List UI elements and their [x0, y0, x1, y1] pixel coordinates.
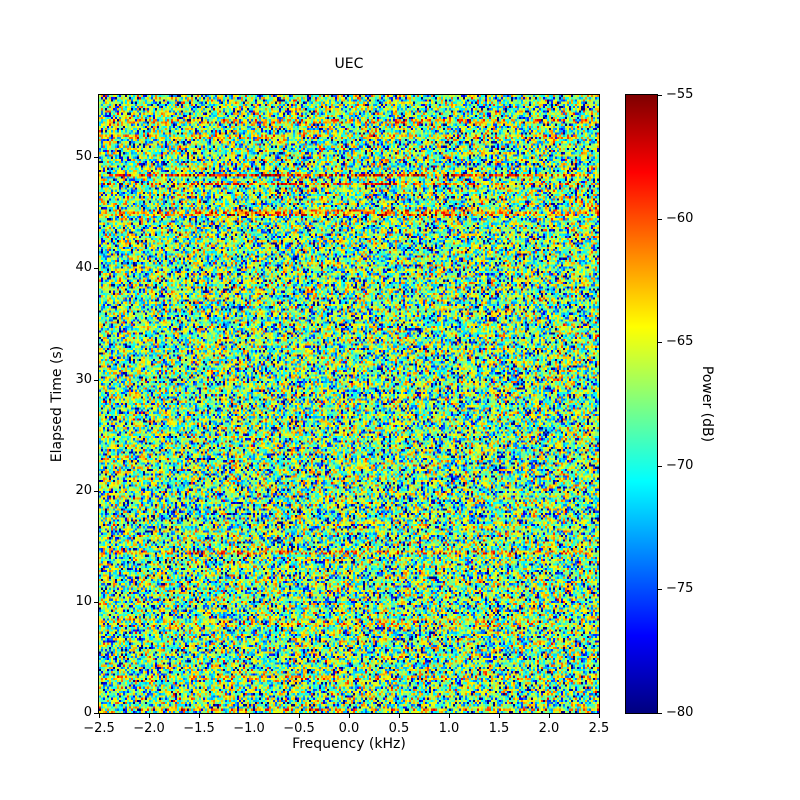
colorbar-tick-label: −60	[666, 211, 694, 226]
x-tick	[549, 714, 550, 718]
x-tick	[299, 714, 300, 718]
colorbar-tick-label: −75	[666, 581, 694, 596]
x-tick-label: −2.5	[83, 721, 115, 736]
x-tick	[399, 714, 400, 718]
x-tick-label: −1.5	[183, 721, 215, 736]
plot-area	[98, 94, 600, 714]
x-tick	[99, 714, 100, 718]
y-tick	[94, 713, 98, 714]
spectrogram-canvas	[99, 95, 599, 713]
x-tick	[199, 714, 200, 718]
y-tick-label: 40	[75, 260, 92, 275]
x-tick-label: 1.5	[488, 721, 510, 736]
y-tick	[94, 157, 98, 158]
y-tick-label: 0	[83, 705, 92, 720]
colorbar-gradient	[626, 95, 657, 713]
x-tick	[499, 714, 500, 718]
x-tick-label: −0.5	[283, 721, 315, 736]
chart-title: UEC	[334, 56, 364, 72]
y-tick-label: 30	[75, 372, 92, 387]
colorbar-tick	[658, 95, 662, 96]
x-tick	[249, 714, 250, 718]
y-tick-label: 10	[75, 594, 92, 609]
x-tick-label: −1.0	[233, 721, 265, 736]
colorbar-tick	[658, 589, 662, 590]
y-tick-label: 50	[75, 149, 92, 164]
y-tick	[94, 380, 98, 381]
y-tick-label: 20	[75, 483, 92, 498]
x-axis-label: Frequency (kHz)	[292, 736, 406, 752]
x-tick	[149, 714, 150, 718]
x-tick-label: 0.5	[388, 721, 410, 736]
colorbar-tick-label: −65	[666, 334, 694, 349]
colorbar-tick	[658, 342, 662, 343]
y-tick	[94, 268, 98, 269]
colorbar-label: Power (dB)	[699, 365, 715, 443]
x-tick-label: 2.5	[588, 721, 610, 736]
colorbar	[625, 94, 658, 714]
colorbar-tick	[658, 713, 662, 714]
colorbar-tick	[658, 466, 662, 467]
y-tick	[94, 491, 98, 492]
x-tick-label: 1.0	[438, 721, 460, 736]
x-tick	[349, 714, 350, 718]
x-tick	[599, 714, 600, 718]
colorbar-tick-label: −55	[666, 87, 694, 102]
colorbar-tick-label: −80	[666, 705, 694, 720]
x-tick-label: 2.0	[538, 721, 560, 736]
x-tick-label: 0.0	[338, 721, 360, 736]
x-tick	[449, 714, 450, 718]
colorbar-tick-label: −70	[666, 458, 694, 473]
y-axis-label: Elapsed Time (s)	[49, 345, 65, 463]
colorbar-tick	[658, 219, 662, 220]
y-tick	[94, 602, 98, 603]
x-tick-label: −2.0	[133, 721, 165, 736]
